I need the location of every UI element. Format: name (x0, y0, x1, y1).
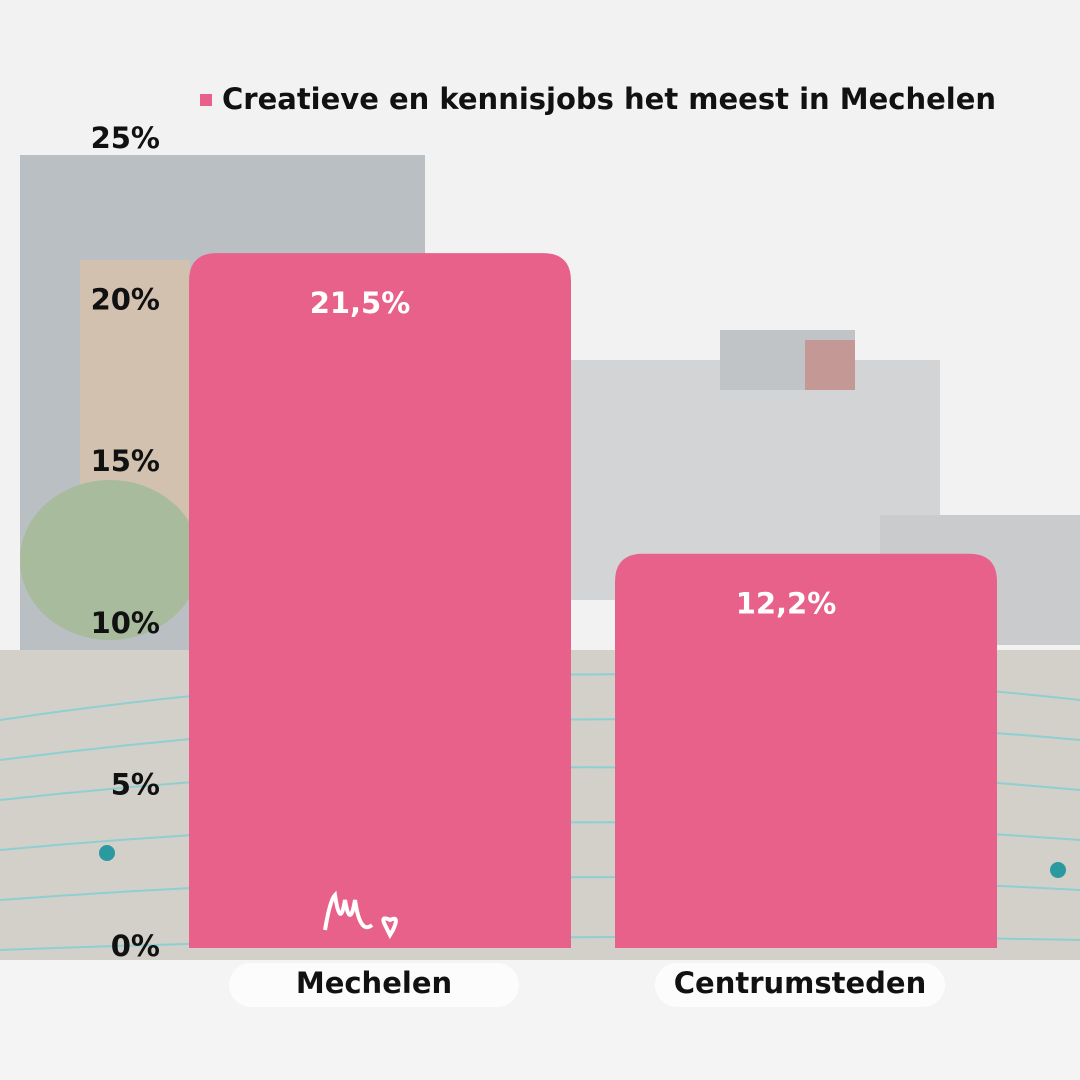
logo (323, 890, 398, 940)
value-label: 12,2% (736, 587, 837, 621)
y-tick-label: 15% (91, 444, 160, 478)
y-tick-label: 10% (91, 606, 160, 640)
bar (189, 253, 571, 948)
y-tick-label: 25% (91, 121, 160, 155)
y-tick-label: 0% (111, 929, 160, 963)
y-tick-label: 20% (91, 283, 160, 317)
decor-dot (99, 845, 115, 861)
x-tick-label: Centrumsteden (674, 966, 927, 1000)
legend-label: Creatieve en kennisjobs het meest in Mec… (222, 82, 996, 116)
value-label: 21,5% (310, 286, 411, 320)
category-pill (655, 963, 945, 1007)
category-pill (229, 963, 519, 1007)
legend-swatch (200, 94, 212, 106)
bar (615, 553, 997, 948)
x-tick-label: Mechelen (296, 966, 452, 1000)
decor-dot (1050, 862, 1066, 878)
y-tick-label: 5% (111, 767, 160, 801)
